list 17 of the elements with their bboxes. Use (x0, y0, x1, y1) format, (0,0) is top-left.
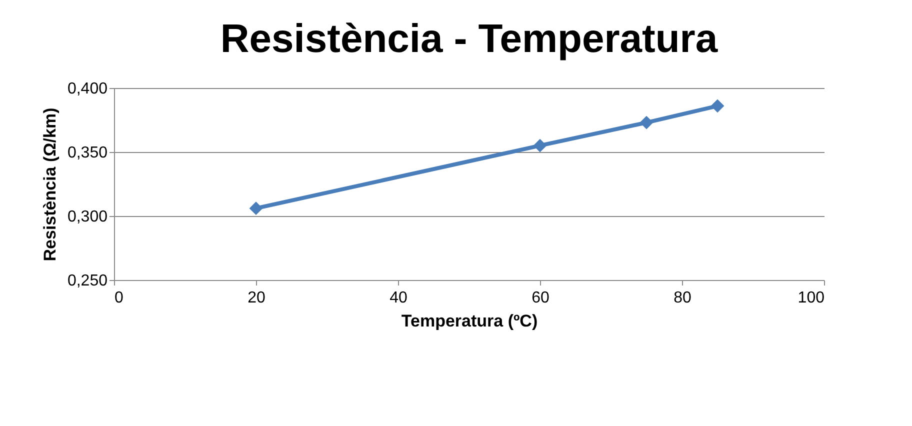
x-tick-label: 60 (532, 290, 550, 306)
y-tick-label: 0,250 (67, 272, 108, 290)
x-tick-label: 40 (390, 290, 408, 306)
x-tick-label: 80 (674, 290, 692, 306)
x-tick-label: 20 (248, 290, 266, 306)
x-axis-title: Temperatura (ºC) (401, 312, 538, 330)
y-axis-title: Resistència (Ω/km) (40, 108, 60, 262)
point (640, 116, 654, 130)
chart-title: Resistència - Temperatura (220, 17, 718, 61)
x-tick-label: 100 (798, 290, 825, 306)
y-tick-label: 0,350 (67, 144, 108, 162)
y-tick-label: 0,300 (67, 208, 108, 226)
point (710, 99, 724, 113)
point (533, 138, 547, 152)
point (249, 202, 263, 216)
y-tick-label: 0,400 (67, 80, 108, 98)
x-tick-label: 0 (114, 290, 124, 306)
